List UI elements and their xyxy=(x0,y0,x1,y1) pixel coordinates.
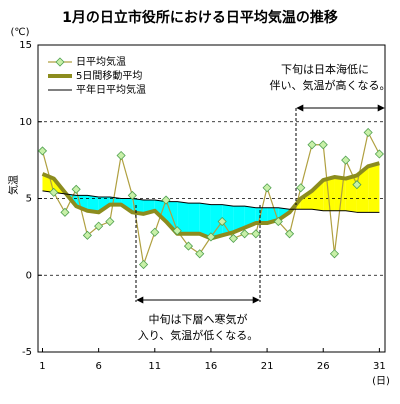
marker xyxy=(161,195,171,205)
y-label: 気温 xyxy=(7,175,20,195)
marker xyxy=(240,229,250,239)
legend-marker xyxy=(55,57,65,67)
marker xyxy=(273,216,283,227)
fill-area xyxy=(87,195,99,213)
y-tick-label: 10 xyxy=(19,117,32,128)
marker xyxy=(217,216,227,227)
marker xyxy=(60,207,70,217)
fill-area xyxy=(177,201,189,234)
annotation: 伴い、気温が高くなる。 xyxy=(270,78,391,92)
marker xyxy=(71,184,81,194)
marker xyxy=(150,227,160,237)
y-unit: (℃) xyxy=(10,27,29,38)
x-tick-label: 26 xyxy=(317,361,330,372)
marker xyxy=(251,229,261,239)
x-tick-label: 21 xyxy=(261,361,274,372)
annotation: 入り、気温が低くなる。 xyxy=(138,328,259,342)
fill-area xyxy=(166,201,178,234)
fill-area xyxy=(199,203,211,239)
marker xyxy=(352,180,362,190)
fill-area xyxy=(188,203,200,234)
fill-area xyxy=(300,190,313,210)
marker xyxy=(49,187,59,197)
y-tick-label: 5 xyxy=(26,194,32,205)
legend-label: 日平均気温 xyxy=(76,55,126,68)
y-tick-label: -5 xyxy=(22,347,32,358)
marker xyxy=(262,183,272,193)
marker xyxy=(37,146,48,156)
legend-label: 平年日平均気温 xyxy=(76,83,146,96)
marker xyxy=(329,249,340,259)
x-tick-label: 1 xyxy=(39,361,45,372)
marker xyxy=(195,249,205,259)
chart-title: 1月の日立市役所における日平均気温の推移 xyxy=(62,9,338,26)
legend-label: 5日間移動平均 xyxy=(76,69,142,82)
marker xyxy=(82,230,92,240)
marker xyxy=(318,140,328,150)
x-tick-label: 6 xyxy=(95,361,101,372)
series-line xyxy=(42,190,380,213)
marker xyxy=(116,150,126,161)
fill-area xyxy=(368,163,380,213)
marker xyxy=(363,127,373,138)
fill-area xyxy=(356,166,369,213)
marker xyxy=(127,190,137,200)
annotation: 中旬は下層へ寒気が xyxy=(149,312,248,326)
y-tick-label: 0 xyxy=(26,270,32,281)
fill-area xyxy=(210,204,223,239)
fill-area xyxy=(233,206,245,233)
brackets xyxy=(135,104,385,304)
marker xyxy=(307,140,317,150)
fill-area xyxy=(255,207,268,224)
fill-area xyxy=(222,204,234,236)
x-tick-label: 31 xyxy=(373,361,386,372)
y-tick-label: 15 xyxy=(19,40,32,51)
marker xyxy=(105,216,115,227)
marker xyxy=(284,229,295,239)
marker xyxy=(183,241,194,251)
marker xyxy=(206,232,216,242)
marker xyxy=(228,233,238,243)
marker xyxy=(138,259,149,270)
annotation: 下旬は日本海低に xyxy=(281,62,369,76)
fill-area xyxy=(312,180,324,211)
x-tick-label: 16 xyxy=(205,361,218,372)
marker xyxy=(172,226,182,236)
marker xyxy=(296,183,306,193)
marker xyxy=(94,221,104,231)
x-tick-label: 11 xyxy=(148,361,161,372)
x-unit: (日) xyxy=(372,376,390,387)
marker xyxy=(341,155,351,165)
marker xyxy=(374,149,384,159)
